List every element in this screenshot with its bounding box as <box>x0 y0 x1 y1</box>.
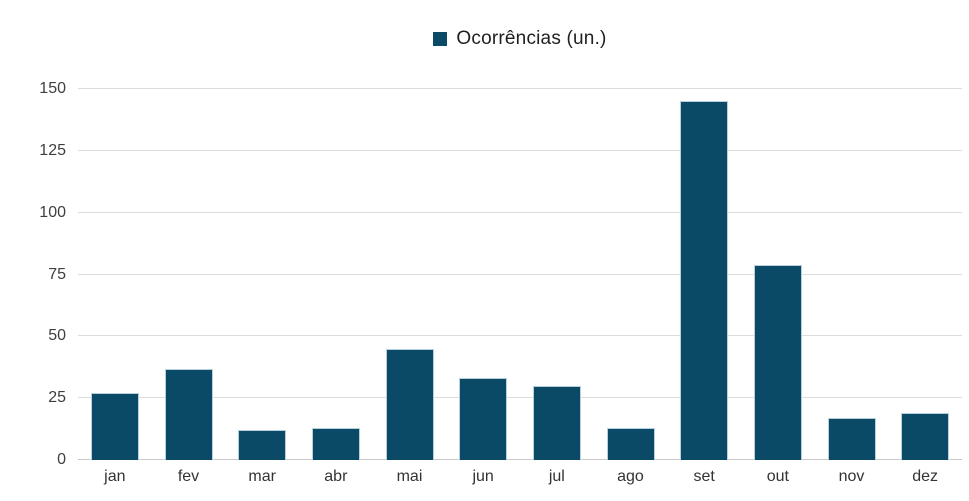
y-tick-label-50: 50 <box>48 327 66 345</box>
y-tick-label-0: 0 <box>57 451 66 468</box>
bar-jun <box>459 378 508 460</box>
gridline-y-125 <box>78 149 962 151</box>
gridline-y-50 <box>78 335 962 337</box>
gridline-y-25 <box>78 397 962 399</box>
y-tick-label-100: 100 <box>39 203 66 221</box>
x-tick-label-fev: fev <box>177 468 200 485</box>
bar-dez <box>901 413 950 460</box>
bar-nov <box>827 417 876 460</box>
bar-mar <box>238 430 287 460</box>
x-tick-label-abr: abr <box>324 468 348 485</box>
y-axis: 0 25 50 75 100 125 150 <box>0 81 66 468</box>
y-tick-label-125: 125 <box>39 141 66 159</box>
chart-legend: Ocorrências (un.) <box>78 28 962 50</box>
x-tick-label-jul: jul <box>548 468 565 485</box>
bar-ago <box>606 427 655 460</box>
plot-area <box>78 88 962 460</box>
x-tick-label-ago: ago <box>617 468 644 485</box>
x-tick-label-set: set <box>693 468 715 485</box>
x-tick-label-dez: dez <box>912 468 939 485</box>
y-tick-label-25: 25 <box>48 389 66 407</box>
x-tick-label-nov: nov <box>838 468 865 485</box>
bar-abr <box>311 427 360 460</box>
x-axis-baseline <box>78 459 962 460</box>
x-tick-label-out: out <box>766 468 789 485</box>
y-tick-label-75: 75 <box>48 265 66 283</box>
bar-fev <box>164 368 213 460</box>
bar-out <box>753 264 802 460</box>
bar-jul <box>532 385 581 460</box>
legend-swatch-icon <box>433 32 448 46</box>
y-tick-label-150: 150 <box>39 80 66 97</box>
x-axis: jan fev mar abr mai jun jul ago set out nov dez <box>78 468 962 492</box>
gridline-y-75 <box>78 273 962 275</box>
gridline-y-100 <box>78 211 962 213</box>
x-tick-label-mar: mar <box>248 468 276 485</box>
x-tick-label-mai: mai <box>396 468 423 485</box>
gridline-y-150 <box>78 88 962 89</box>
bar-mai <box>385 348 434 460</box>
x-tick-label-jun: jun <box>472 468 494 485</box>
x-tick-label-jan: jan <box>104 468 126 485</box>
bar-set <box>680 101 729 460</box>
bar-jan <box>90 393 139 460</box>
legend-item-ocorrencias[interactable]: Ocorrências (un.) <box>433 28 606 50</box>
legend-label: Ocorrências (un.) <box>456 28 607 49</box>
